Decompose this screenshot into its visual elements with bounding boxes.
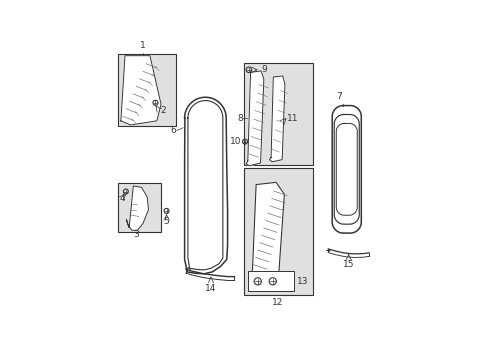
Text: 6: 6 — [170, 126, 176, 135]
Polygon shape — [186, 269, 235, 280]
Text: 11: 11 — [287, 113, 299, 122]
Bar — [118, 54, 176, 126]
Polygon shape — [270, 76, 285, 162]
Bar — [244, 63, 314, 165]
Text: 8: 8 — [237, 113, 243, 122]
Polygon shape — [328, 249, 369, 257]
Polygon shape — [121, 56, 161, 125]
Text: 7: 7 — [337, 93, 342, 102]
Text: 5: 5 — [164, 217, 170, 226]
Text: 1: 1 — [140, 41, 146, 50]
Text: 14: 14 — [205, 284, 217, 293]
Text: 15: 15 — [343, 260, 354, 269]
Text: 10: 10 — [230, 137, 241, 146]
Text: 13: 13 — [297, 277, 308, 286]
Bar — [118, 183, 161, 232]
Text: 4: 4 — [120, 194, 125, 203]
Text: 2: 2 — [161, 106, 166, 115]
Polygon shape — [126, 186, 148, 230]
Bar — [244, 168, 314, 296]
Polygon shape — [246, 71, 264, 166]
Text: 3: 3 — [133, 230, 139, 239]
Text: 9: 9 — [262, 65, 268, 74]
Text: 12: 12 — [272, 298, 284, 307]
Bar — [248, 271, 294, 291]
Polygon shape — [251, 183, 284, 285]
